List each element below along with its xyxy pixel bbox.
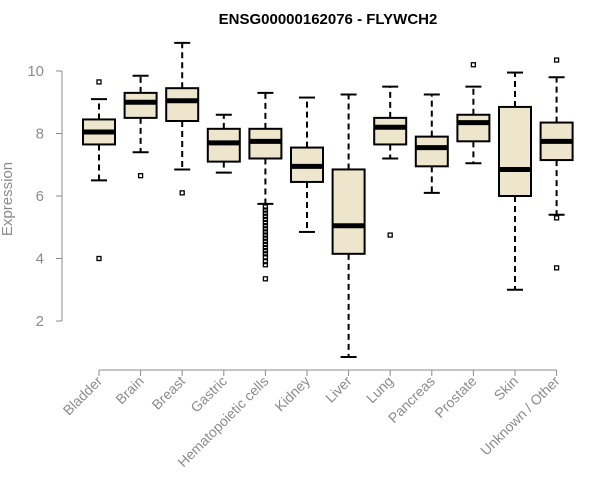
x-tick-label: Skin (491, 373, 522, 404)
y-tick-label: 2 (36, 313, 44, 330)
box-hematopoietic-cells (248, 91, 283, 282)
outlier-point (96, 79, 102, 85)
outlier-point (262, 223, 269, 229)
x-tick-label: Bladder (60, 373, 106, 419)
y-axis-label: Expression (0, 162, 16, 236)
box-lung (373, 85, 408, 238)
box-series (82, 41, 574, 358)
outlier-point (262, 229, 269, 235)
box-liver (331, 93, 366, 358)
x-tick-label: Unknown / Other (477, 373, 563, 459)
box-pancreas (414, 93, 449, 194)
outlier-point (553, 265, 560, 271)
outlier-point (179, 190, 185, 196)
iqr-box (373, 116, 408, 146)
x-tick-label: Kidney (272, 373, 314, 415)
outlier-point (262, 207, 269, 213)
y-tick-label: 6 (36, 188, 44, 205)
iqr-box (498, 105, 532, 197)
outlier-point (262, 219, 269, 226)
y-tick-label: 8 (36, 126, 44, 143)
y-tick-label: 4 (36, 251, 44, 268)
chart-title: ENSG00000162076 - FLYWCH2 (219, 11, 438, 28)
outlier-point (553, 57, 560, 63)
outlier-point (387, 232, 393, 238)
outlier-point (96, 255, 102, 262)
box-bladder (82, 79, 116, 262)
outlier-point (262, 226, 269, 232)
outlier-point (262, 241, 269, 248)
iqr-box (165, 87, 200, 122)
iqr-box (123, 91, 158, 119)
outlier-point (262, 204, 269, 210)
box-brain (123, 74, 158, 179)
outlier-point (262, 244, 269, 251)
iqr-box (331, 168, 366, 255)
outlier-point (137, 173, 144, 179)
outlier-point (262, 210, 269, 216)
outlier-point (262, 248, 269, 254)
x-tick-label: Brain (112, 373, 146, 407)
y-tick-label: 10 (27, 63, 44, 80)
iqr-box (456, 113, 491, 143)
x-tick-label: Prostate (431, 373, 479, 421)
box-skin (498, 71, 532, 291)
box-kidney (290, 96, 324, 233)
y-axis: 2 4 6 8 10 (27, 63, 63, 330)
outlier-point (553, 215, 560, 221)
outlier-point (262, 213, 269, 219)
outlier-point (262, 276, 269, 282)
outlier-point (262, 232, 269, 238)
iqr-box (414, 135, 449, 168)
box-gastric (206, 113, 241, 174)
box-prostate (456, 62, 491, 165)
x-tick-label: Breast (148, 373, 188, 413)
x-tick-label: Lung (363, 373, 396, 406)
x-tick-label: Liver (322, 373, 355, 406)
outlier-point (262, 258, 269, 265)
box-breast (165, 41, 200, 196)
outlier-point (262, 254, 269, 260)
box-unknown-other (539, 57, 574, 271)
outlier-point (262, 238, 269, 244)
outlier-point (262, 216, 269, 223)
outlier-point (470, 62, 477, 68)
outlier-point (262, 235, 269, 241)
outlier-point (262, 251, 269, 257)
outlier-point (262, 262, 269, 268)
